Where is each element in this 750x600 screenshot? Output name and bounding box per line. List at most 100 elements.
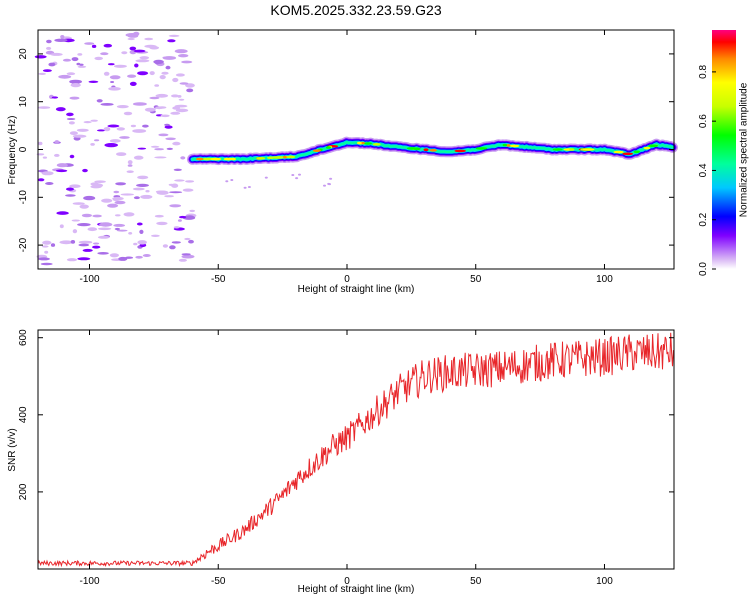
noise-speck xyxy=(132,102,147,106)
noise-speck xyxy=(128,232,133,235)
noise-speck xyxy=(182,188,194,192)
noise-speck xyxy=(133,196,140,200)
spectrogram-x-label: Height of straight line (km) xyxy=(298,284,415,295)
noise-speck xyxy=(162,244,168,248)
colorbar-gradient xyxy=(712,30,736,269)
noise-speck xyxy=(66,72,76,76)
noise-speck xyxy=(88,80,99,84)
noise-speck xyxy=(77,53,83,56)
colorbar-tick-label: 0.6 xyxy=(698,114,709,128)
noise-speck xyxy=(149,71,155,76)
noise-speck xyxy=(70,240,76,244)
noise-speck xyxy=(59,240,73,245)
noise-speck xyxy=(171,241,181,244)
noise-speck xyxy=(165,137,176,141)
noise-speck xyxy=(175,73,185,77)
trace-peak xyxy=(648,144,659,148)
noise-speck xyxy=(169,245,176,250)
noise-speck xyxy=(154,148,165,151)
noise-speck xyxy=(56,163,68,168)
noise-speck xyxy=(97,252,109,255)
noise-speck xyxy=(136,183,149,187)
noise-speck xyxy=(171,183,179,188)
noise-speck xyxy=(100,52,109,56)
noise-speck xyxy=(66,112,74,117)
noise-speck xyxy=(46,39,52,44)
noise-speck xyxy=(142,124,149,128)
noise-speck xyxy=(54,140,60,144)
trace-peak xyxy=(210,157,222,161)
noise-speck xyxy=(66,258,78,262)
noise-speck xyxy=(323,184,326,187)
noise-speck xyxy=(69,96,80,100)
snr-x-tick-label: -100 xyxy=(79,576,99,587)
noise-speck xyxy=(137,71,149,76)
noise-speck xyxy=(65,194,76,197)
noise-speck xyxy=(154,214,164,218)
trace-peak xyxy=(643,146,651,150)
noise-speck xyxy=(93,242,100,245)
spectrogram-y-tick-label: -20 xyxy=(18,237,29,252)
trace-peak xyxy=(372,143,381,146)
noise-speck xyxy=(41,171,54,176)
noise-speck xyxy=(46,46,52,50)
noise-speck xyxy=(54,153,60,157)
noise-speck xyxy=(181,253,191,256)
noise-speck xyxy=(96,129,106,132)
colorbar-tick-label: 0.4 xyxy=(698,163,709,177)
noise-speck xyxy=(109,139,121,143)
spectrogram-y-tick-label: 20 xyxy=(18,48,29,60)
noise-speck xyxy=(181,60,193,64)
noise-speck xyxy=(114,227,121,231)
trace-peak xyxy=(613,150,624,154)
spectrogram-x-tick-label: 100 xyxy=(596,274,613,285)
noise-speck xyxy=(130,124,136,128)
snr-frame xyxy=(37,329,675,570)
snr-y-label: SNR (v/v) xyxy=(7,428,18,471)
colorbar-tick-label: 0.8 xyxy=(698,64,709,78)
trace-peak xyxy=(552,148,563,151)
trace-peak xyxy=(256,157,266,160)
noise-speck xyxy=(104,143,118,148)
noise-speck xyxy=(115,182,126,186)
noise-speck xyxy=(164,195,175,198)
noise-speck xyxy=(107,203,119,208)
noise-speck xyxy=(149,96,160,100)
trace-peak xyxy=(502,143,507,147)
noise-speck xyxy=(109,253,119,258)
noise-speck xyxy=(178,98,185,101)
noise-speck xyxy=(123,111,133,116)
noise-speck xyxy=(168,34,180,38)
noise-speck xyxy=(82,248,93,252)
noise-speck xyxy=(50,243,56,247)
noise-speck xyxy=(76,128,89,132)
noise-speck xyxy=(154,84,160,87)
noise-speck xyxy=(174,49,188,54)
noise-speck xyxy=(94,139,100,142)
noise-speck xyxy=(170,111,181,115)
noise-speck xyxy=(83,121,92,124)
colorbar-tick-label: 0.2 xyxy=(698,212,709,226)
noise-speck xyxy=(50,52,63,56)
noise-speck xyxy=(179,215,187,219)
snr-x-tick-label: 50 xyxy=(470,576,482,587)
noise-speck xyxy=(164,123,170,126)
noise-speck xyxy=(113,190,120,194)
noise-speck xyxy=(92,245,101,249)
noise-speck xyxy=(91,44,97,49)
noise-speck xyxy=(230,179,234,181)
noise-speck xyxy=(167,39,176,43)
noise-speck xyxy=(110,81,115,83)
noise-speck xyxy=(328,183,331,186)
noise-speck xyxy=(298,173,301,176)
noise-speck xyxy=(185,215,194,218)
trace-peak xyxy=(454,149,467,153)
spectrogram-trace xyxy=(187,136,678,166)
noise-speck xyxy=(126,170,134,173)
noise-speck xyxy=(133,31,140,36)
noise-speck xyxy=(173,168,182,171)
trace-peak xyxy=(267,156,275,160)
noise-speck xyxy=(66,187,74,191)
noise-speck xyxy=(90,119,98,122)
noise-speck xyxy=(72,202,85,205)
